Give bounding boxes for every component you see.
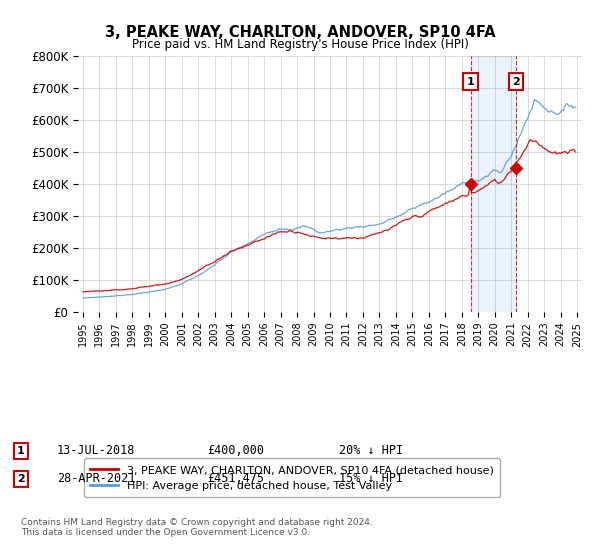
Bar [470, 56, 516, 312]
Text: 1: 1 [467, 77, 475, 87]
Text: 15% ↓ HPI: 15% ↓ HPI [339, 472, 403, 486]
Text: 2: 2 [17, 474, 25, 484]
Text: Contains HM Land Registry data © Crown copyright and database right 2024.
This d: Contains HM Land Registry data © Crown c… [21, 518, 373, 538]
Text: 13-JUL-2018: 13-JUL-2018 [57, 444, 136, 458]
Text: 3, PEAKE WAY, CHARLTON, ANDOVER, SP10 4FA: 3, PEAKE WAY, CHARLTON, ANDOVER, SP10 4F… [104, 25, 496, 40]
Text: 20% ↓ HPI: 20% ↓ HPI [339, 444, 403, 458]
Legend: 3, PEAKE WAY, CHARLTON, ANDOVER, SP10 4FA (detached house), HPI: Average price, : 3, PEAKE WAY, CHARLTON, ANDOVER, SP10 4F… [83, 458, 500, 497]
Text: 1: 1 [17, 446, 25, 456]
Text: 28-APR-2021: 28-APR-2021 [57, 472, 136, 486]
Text: 2: 2 [512, 77, 520, 87]
Text: £400,000: £400,000 [207, 444, 264, 458]
Text: Price paid vs. HM Land Registry's House Price Index (HPI): Price paid vs. HM Land Registry's House … [131, 38, 469, 50]
Text: £451,475: £451,475 [207, 472, 264, 486]
